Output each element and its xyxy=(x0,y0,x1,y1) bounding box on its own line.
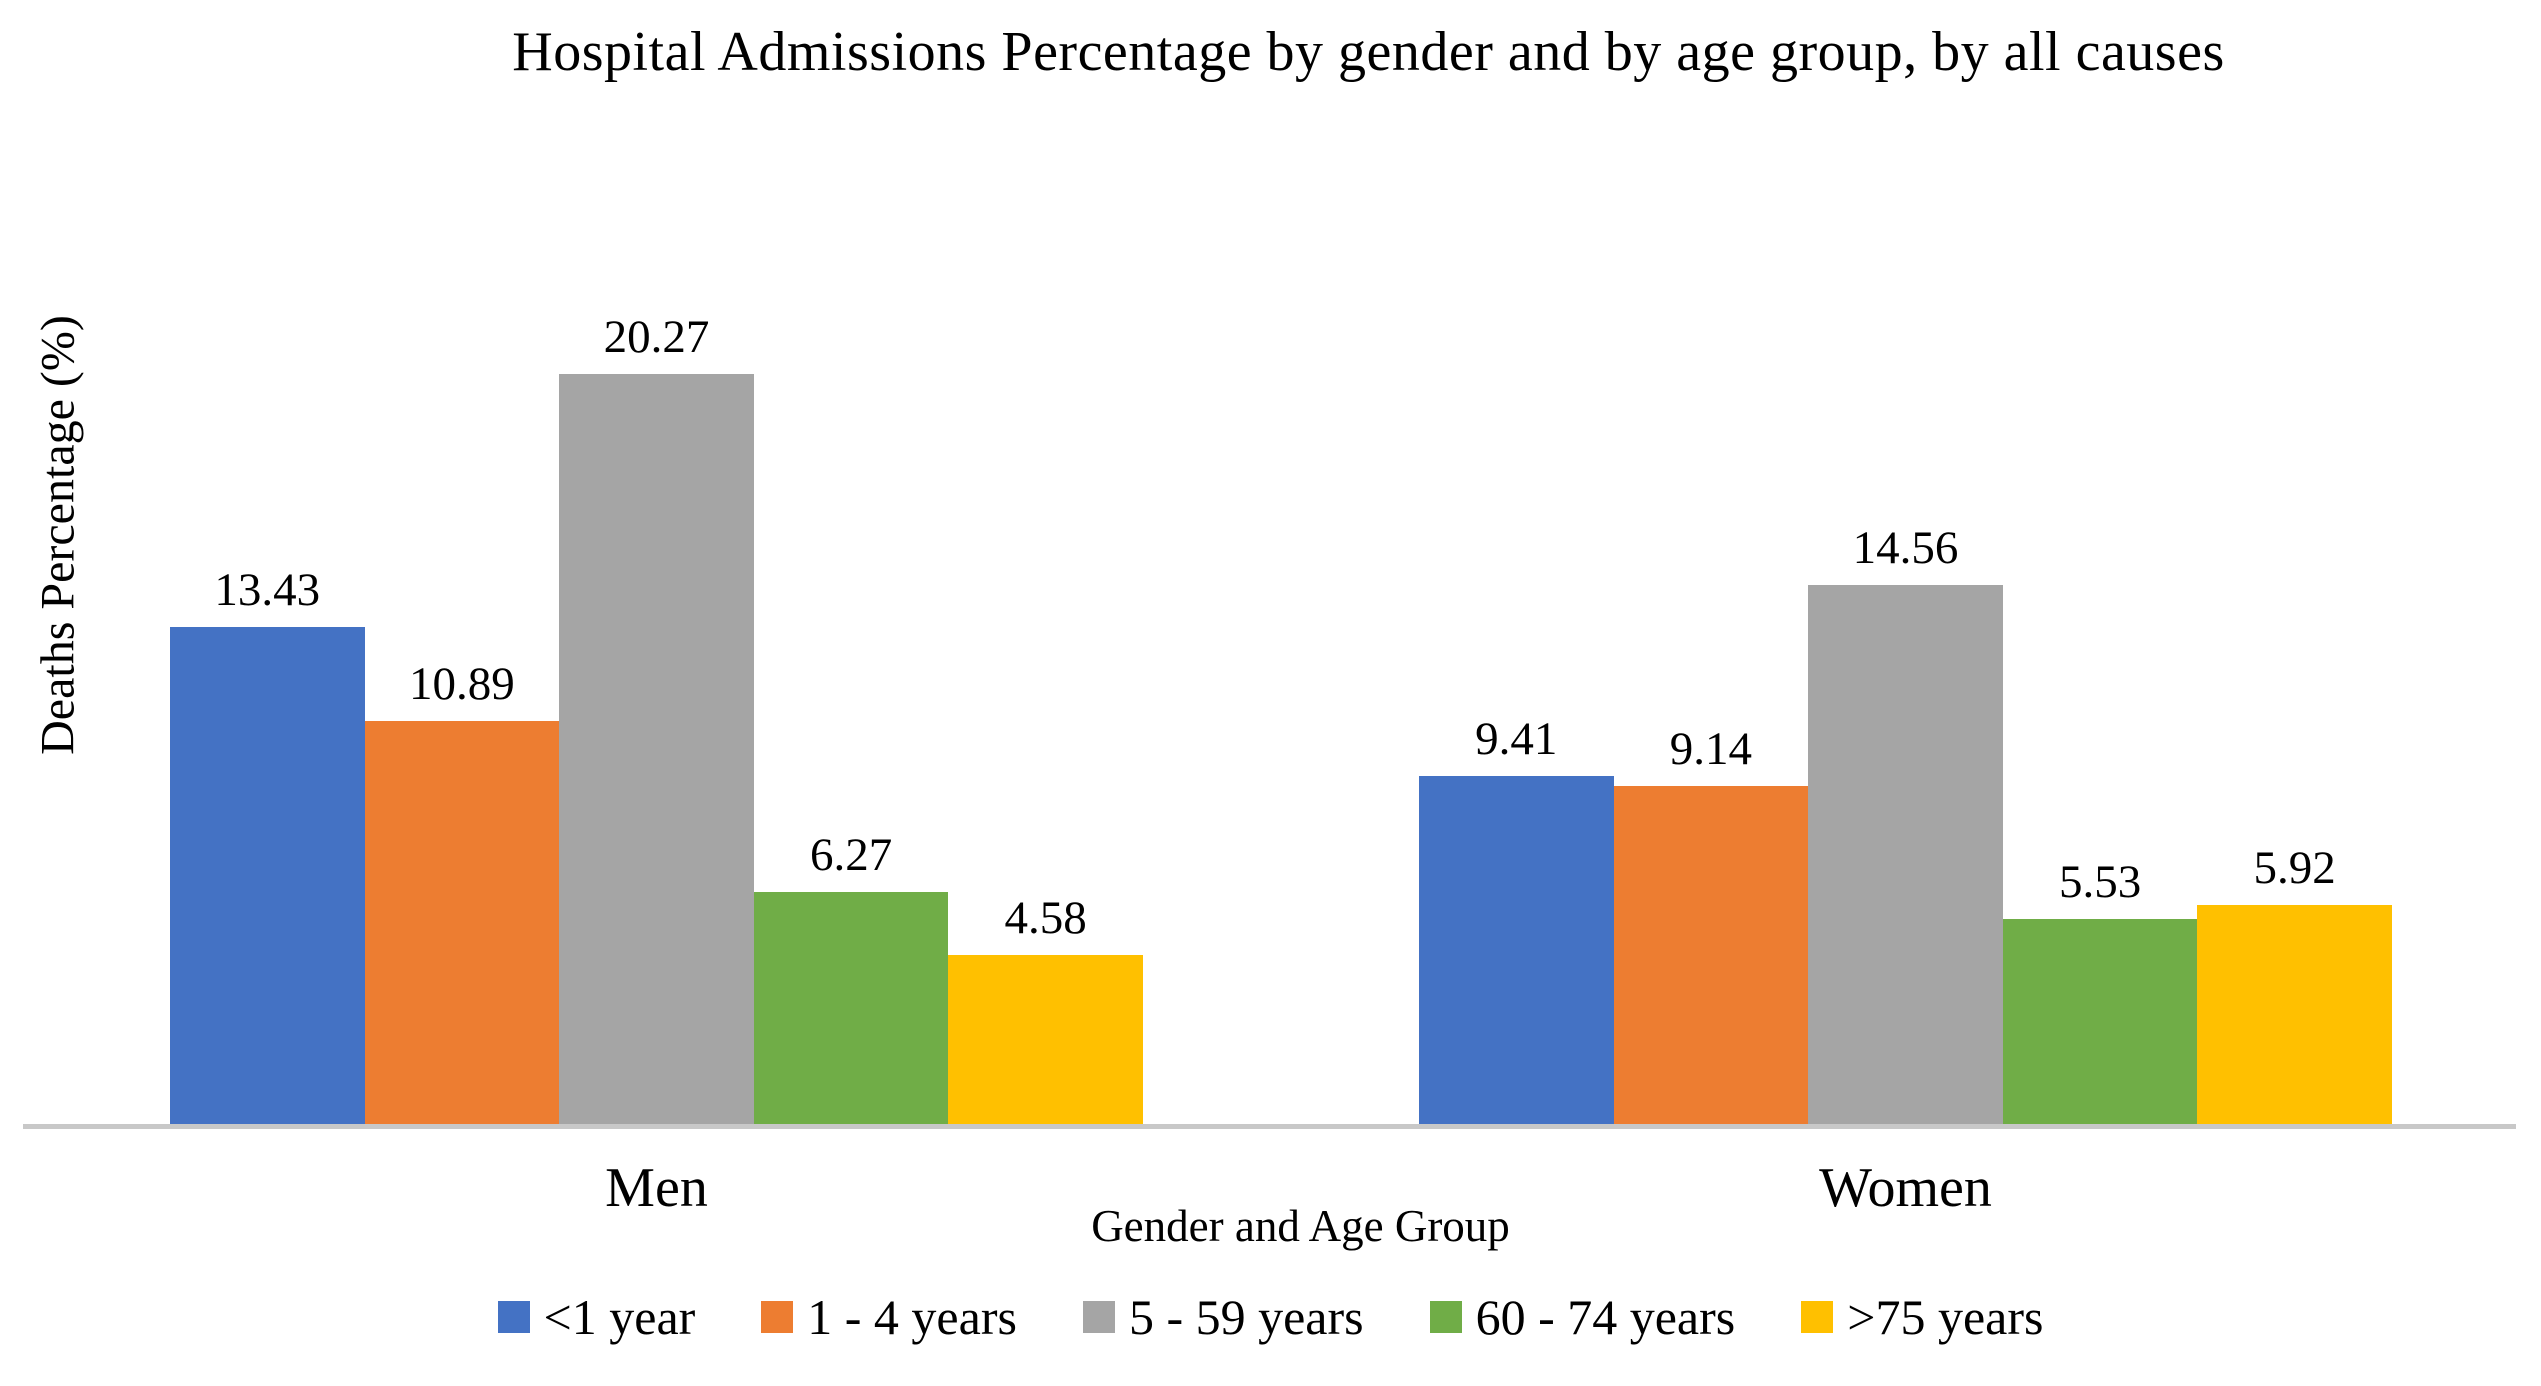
y-axis-label: Deaths Percentage (%) xyxy=(31,315,85,755)
legend-item-5-59-years: 5 - 59 years xyxy=(1082,1288,1364,1346)
legend-swatch-icon xyxy=(1082,1301,1115,1333)
legend-label: 1 - 4 years xyxy=(807,1289,1017,1345)
bar-value-label: 14.56 xyxy=(1852,522,1959,574)
bar-women-5-59-years: 14.56 xyxy=(1808,522,2003,1124)
bar-group-men: 13.43 10.89 20.27 6.27 4.58 xyxy=(170,304,1143,1124)
legend-swatch-icon xyxy=(1429,1301,1462,1333)
bar-value-label: 20.27 xyxy=(603,311,710,363)
bar-value-label: 6.27 xyxy=(809,829,893,881)
legend-label: <1 year xyxy=(543,1289,696,1345)
x-axis-title: Gender and Age Group xyxy=(1091,1201,1510,1251)
legend-item-1-year: <1 year xyxy=(497,1288,696,1346)
legend-swatch-icon xyxy=(497,1301,530,1333)
bar-value-label: 9.14 xyxy=(1669,723,1753,775)
bar-men-1-year: 13.43 xyxy=(170,564,365,1124)
legend-label: >75 years xyxy=(1847,1289,2044,1345)
legend-label: 60 - 74 years xyxy=(1475,1289,1736,1345)
chart-title: Hospital Admissions Percentage by gender… xyxy=(512,21,2225,83)
bar-women-75-years: 5.92 xyxy=(2197,842,2392,1124)
legend: <1 year 1 - 4 years 5 - 59 years 60 - 74 ye… xyxy=(0,1288,2541,1346)
bar-value-label: 10.89 xyxy=(409,658,515,710)
bar-women-60-74-years: 5.53 xyxy=(2002,856,2198,1124)
category-label-women: Women xyxy=(1819,1157,1992,1219)
bar-group-women: 9.41 9.14 14.56 5.53 5.92 xyxy=(1419,304,2392,1124)
bar-value-label: 5.53 xyxy=(2058,856,2142,908)
x-axis-line xyxy=(23,1124,2516,1129)
bar-value-label: 5.92 xyxy=(2253,842,2336,894)
bar-value-label: 9.41 xyxy=(1475,713,1558,765)
bar-men-5-59-years: 20.27 xyxy=(559,311,754,1124)
bar-men-1-4-years: 10.89 xyxy=(364,658,560,1124)
legend-item-75-years: >75 years xyxy=(1801,1288,2043,1346)
bar-women-1-4-years: 9.14 xyxy=(1613,723,1809,1124)
legend-item-1-4-years: 1 - 4 years xyxy=(761,1288,1017,1346)
category-label-men: Men xyxy=(605,1157,708,1219)
legend-swatch-icon xyxy=(1801,1301,1834,1333)
legend-label: 5 - 59 years xyxy=(1128,1289,1364,1345)
bar-men-75-years: 4.58 xyxy=(948,892,1143,1124)
bar-women-1-year: 9.41 xyxy=(1419,713,1614,1124)
bar-value-label: 4.58 xyxy=(1004,892,1087,944)
legend-item-60-74-years: 60 - 74 years xyxy=(1429,1288,1736,1346)
bar-men-60-74-years: 6.27 xyxy=(753,829,949,1124)
legend-swatch-icon xyxy=(761,1301,794,1333)
bar-value-label: 13.43 xyxy=(214,564,321,616)
